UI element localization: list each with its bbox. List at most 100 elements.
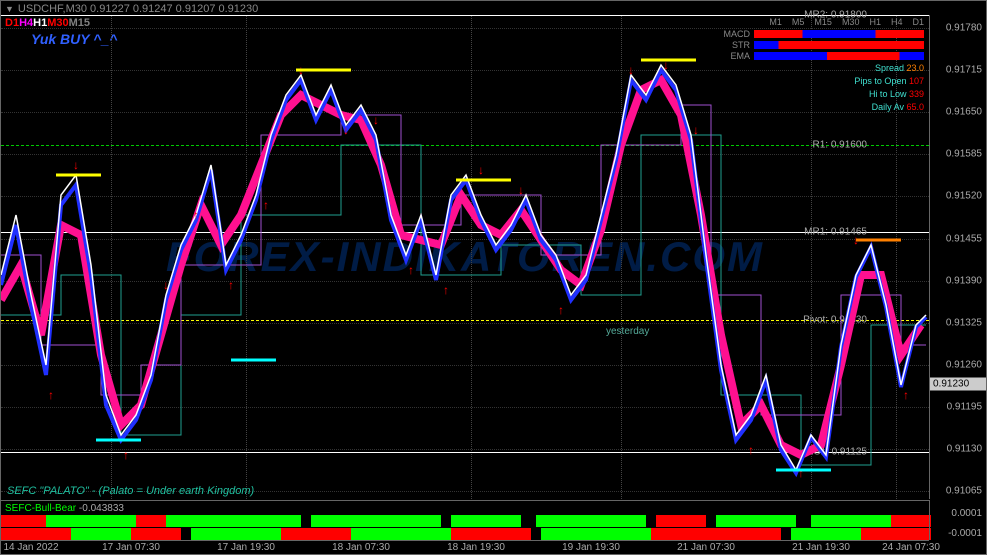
signal-arrow-up: ↑ xyxy=(228,278,234,292)
indicator-segment xyxy=(796,515,811,527)
indicator-segment xyxy=(541,528,651,540)
y-tick: 0.91260 xyxy=(946,359,982,370)
signal-arrow-up: ↑ xyxy=(193,208,199,222)
x-tick: 18 Jan 19:30 xyxy=(447,542,505,553)
title-bar: ▼ USDCHF,M30 0.91227 0.91247 0.91207 0.9… xyxy=(5,3,258,15)
indicator-value: -0.043833 xyxy=(79,503,124,514)
indicator-segment xyxy=(706,515,716,527)
indicator-tick: -0.0001 xyxy=(948,528,982,539)
x-tick: 21 Jan 07:30 xyxy=(677,542,735,553)
y-tick: 0.91390 xyxy=(946,275,982,286)
indicator-panel: SEFC-Bull-Bear -0.043833 xyxy=(1,500,929,540)
indicator-segment xyxy=(651,528,781,540)
signal-arrow-down: ↓ xyxy=(518,183,524,197)
signal-arrow-up: ↑ xyxy=(748,443,754,457)
horizontal-marker xyxy=(296,69,351,72)
symbol-title: USDCHF,M30 0.91227 0.91247 0.91207 0.912… xyxy=(18,3,258,15)
indicator-name: SEFC-Bull-Bear xyxy=(5,503,76,514)
y-tick: 0.91325 xyxy=(946,317,982,328)
x-tick: 14 Jan 2022 xyxy=(3,542,58,553)
x-tick: 21 Jan 19:30 xyxy=(792,542,850,553)
indicator-tick: 0.0001 xyxy=(951,508,982,519)
x-tick: 17 Jan 07:30 xyxy=(102,542,160,553)
stat-row: Daily Av 65.0 xyxy=(722,101,924,114)
indicator-segment xyxy=(46,515,136,527)
indicator-segment xyxy=(301,515,311,527)
signal-arrow-up: ↑ xyxy=(263,198,269,212)
indicator-segment xyxy=(191,528,281,540)
horizontal-marker xyxy=(776,469,831,472)
indicator-segment xyxy=(166,515,266,527)
horizontal-marker xyxy=(56,174,101,177)
signal-arrow-down: ↓ xyxy=(693,123,699,137)
signal-arrow-up: ↑ xyxy=(408,263,414,277)
indicator-segment xyxy=(131,528,181,540)
indicator-segment xyxy=(791,528,861,540)
signal-arrow-up: ↑ xyxy=(558,303,564,317)
signal-arrow-up: ↑ xyxy=(123,448,129,462)
stat-row: Pips to Open 107 xyxy=(722,75,924,88)
horizontal-marker xyxy=(456,179,511,182)
indicator-y-axis: 0.0001 -0.0001 xyxy=(929,500,986,540)
indicator-segment xyxy=(71,528,131,540)
indicator-segment xyxy=(646,515,656,527)
indicator-segment xyxy=(136,515,166,527)
signal-arrow-down: ↓ xyxy=(628,63,634,77)
tf-bar-row: MACD xyxy=(722,29,924,39)
x-tick: 18 Jan 07:30 xyxy=(332,542,390,553)
signal-arrow-up: ↑ xyxy=(48,388,54,402)
indicator-segment xyxy=(861,528,931,540)
x-axis: 14 Jan 2022 17 Jan 07:30 17 Jan 19:30 18 Ja… xyxy=(1,540,929,554)
signal-arrow-up: ↑ xyxy=(443,283,449,297)
y-tick: 0.91195 xyxy=(947,402,982,413)
horizontal-marker xyxy=(96,439,141,442)
x-tick: 19 Jan 19:30 xyxy=(562,542,620,553)
indicator-segment xyxy=(531,528,541,540)
signal-arrow-down: ↓ xyxy=(478,163,484,177)
signal-arrow-down: ↓ xyxy=(163,278,169,292)
signal-arrow-down: ↓ xyxy=(73,158,79,172)
tf-bar-row: EMA xyxy=(722,51,924,61)
timeframe-indicator-box: M1M5M15M30H1H4D1 MACDSTREMASpread 23.0Pip… xyxy=(722,17,924,114)
horizontal-marker xyxy=(641,59,696,62)
indicator-segment xyxy=(281,528,351,540)
x-tick: 17 Jan 19:30 xyxy=(217,542,275,553)
stat-row: Spread 23.0 xyxy=(722,62,924,75)
y-axis: 0.917800.917150.916500.915850.915200.914… xyxy=(929,15,986,499)
stat-row: Hi to Low 339 xyxy=(722,88,924,101)
signal-arrow-down: ↓ xyxy=(373,113,379,127)
dropdown-icon[interactable]: ▼ xyxy=(5,4,14,14)
y-tick: 0.91650 xyxy=(946,107,982,118)
indicator-segment xyxy=(311,515,441,527)
horizontal-marker xyxy=(856,239,901,242)
indicator-segment xyxy=(656,515,706,527)
indicator-segment xyxy=(781,528,791,540)
indicator-segment xyxy=(181,528,191,540)
chart-container: ▼ USDCHF,M30 0.91227 0.91247 0.91207 0.9… xyxy=(0,0,987,555)
indicator-segment xyxy=(351,528,451,540)
indicator-segment xyxy=(1,515,46,527)
indicator-segment xyxy=(451,515,521,527)
current-price-label: 0.91230 xyxy=(930,378,986,391)
horizontal-marker xyxy=(231,359,276,362)
indicator-segment xyxy=(451,528,531,540)
signal-arrow-down: ↓ xyxy=(343,123,349,137)
y-tick: 0.91585 xyxy=(946,149,982,160)
tf-header: M1M5M15M30H1H4D1 xyxy=(722,17,924,27)
indicator-segment xyxy=(266,515,301,527)
indicator-segment xyxy=(1,528,71,540)
indicator-segment xyxy=(891,515,931,527)
tf-bar-row: STR xyxy=(722,40,924,50)
y-tick: 0.91780 xyxy=(946,22,982,33)
y-tick: 0.91715 xyxy=(946,65,982,76)
indicator-segment xyxy=(811,515,891,527)
indicator-segment xyxy=(716,515,796,527)
y-tick: 0.91065 xyxy=(946,486,982,497)
y-tick: 0.91130 xyxy=(947,444,982,455)
y-tick: 0.91520 xyxy=(946,191,982,202)
indicator-segment xyxy=(441,515,451,527)
indicator-segment xyxy=(536,515,646,527)
indicator-segment xyxy=(521,515,536,527)
signal-arrow-up: ↑ xyxy=(903,388,909,402)
x-tick: 24 Jan 07:30 xyxy=(882,542,940,553)
